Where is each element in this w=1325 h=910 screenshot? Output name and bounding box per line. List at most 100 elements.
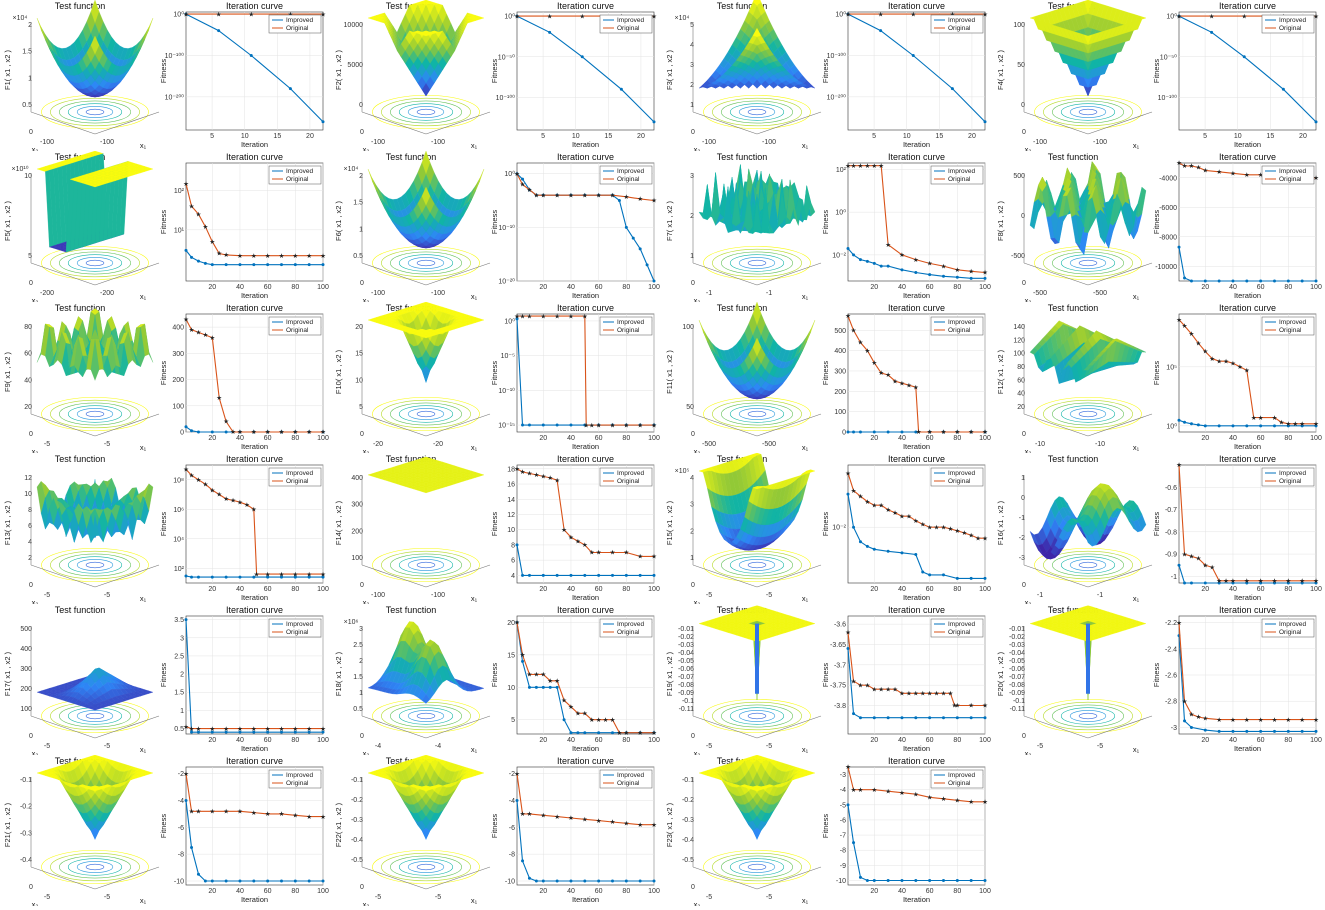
z-tick-label: 15 xyxy=(355,351,363,358)
data-point-improved xyxy=(617,199,621,203)
y-tick-label: 10⁰ xyxy=(504,317,515,325)
data-point-original: ★ xyxy=(1216,168,1222,176)
legend-label-improved: Improved xyxy=(948,168,975,175)
legend-label-improved: Improved xyxy=(948,17,975,24)
data-point-original: ★ xyxy=(1258,171,1264,179)
y-tick-label: -0.8 xyxy=(1165,529,1177,536)
base-contour xyxy=(85,561,105,569)
data-point-improved xyxy=(1286,581,1290,585)
data-point-original: ★ xyxy=(579,12,585,20)
data-point-original: ★ xyxy=(514,619,520,627)
data-point-improved xyxy=(203,261,207,265)
base-contour xyxy=(1034,397,1142,431)
data-point-original: ★ xyxy=(568,191,574,199)
data-point-original: ★ xyxy=(189,725,195,733)
data-point-original: ★ xyxy=(954,266,960,274)
data-point-original: ★ xyxy=(547,677,553,685)
data-point-improved xyxy=(1217,581,1221,585)
data-point-improved xyxy=(196,430,200,434)
data-point-improved xyxy=(224,575,228,579)
x2-tick-zero: 0 xyxy=(360,733,364,740)
y-axis-label: Fitness xyxy=(822,512,830,536)
surface-title: Test function xyxy=(1048,152,1099,162)
data-point-improved xyxy=(266,730,270,734)
base-contour xyxy=(712,550,802,580)
x1-axis xyxy=(1087,413,1153,437)
data-point-original: ★ xyxy=(292,725,298,733)
base-contour xyxy=(381,97,471,127)
data-point-improved xyxy=(321,730,325,734)
data-point-original: ★ xyxy=(845,312,851,320)
y-tick-label: 400 xyxy=(834,348,846,355)
z-tick-label: -0.02 xyxy=(678,634,694,641)
data-point-original: ★ xyxy=(892,509,898,517)
surface-mesh xyxy=(367,456,485,494)
data-point-original: ★ xyxy=(540,671,546,679)
y-axis-label: Fitness xyxy=(1153,210,1161,234)
surface-patch xyxy=(367,168,377,190)
data-point-improved xyxy=(210,730,214,734)
x1-tick-min: -100 xyxy=(431,139,445,146)
x-tick-label: 20 xyxy=(539,435,547,442)
z-tick-label: -0.07 xyxy=(678,674,694,681)
data-point-improved xyxy=(224,263,228,267)
x-tick-label: 5 xyxy=(541,133,545,140)
x2-tick-zero: 0 xyxy=(691,280,695,287)
data-point-original: ★ xyxy=(279,725,285,733)
x1-axis-label: x₁ xyxy=(802,594,809,603)
z-tick-label: 100 xyxy=(682,324,694,331)
base-contour xyxy=(372,95,480,129)
data-point-original: ★ xyxy=(982,428,988,436)
y-tick-label: 10⁻⁵⁰ xyxy=(1160,53,1177,61)
data-point-improved xyxy=(914,430,918,434)
base-contour xyxy=(747,410,767,418)
data-point-original: ★ xyxy=(554,677,560,685)
x1-tick-min: -5 xyxy=(766,592,772,599)
y-tick-label: 10⁻¹⁰ xyxy=(498,387,515,395)
data-point-original: ★ xyxy=(864,162,870,170)
y-axis-label: Fitness xyxy=(491,361,499,385)
y-tick-label: 10⁰ xyxy=(835,209,846,217)
legend-label-improved: Improved xyxy=(948,319,975,326)
x-axis-label: Iteration xyxy=(572,140,599,149)
base-contour xyxy=(59,402,131,426)
data-point-original: ★ xyxy=(265,252,271,260)
surface-title: Test function xyxy=(717,605,768,615)
z-axis-label: F7( x1 , x2 ) xyxy=(665,200,674,241)
surface-title: Test function xyxy=(55,605,106,615)
data-point-original: ★ xyxy=(533,191,539,199)
data-point-improved xyxy=(872,261,876,265)
x-tick-label: 15 xyxy=(935,133,943,140)
z-tick-label: 3 xyxy=(359,626,363,633)
base-contour xyxy=(372,548,480,582)
data-point-improved xyxy=(266,263,270,267)
legend-label-original: Original xyxy=(948,25,971,32)
z-tick-label: 100 xyxy=(20,706,32,713)
x-tick-label: 40 xyxy=(236,284,244,291)
z-tick-label: -0.05 xyxy=(678,658,694,665)
z-tick-label: 6 xyxy=(28,523,32,530)
data-point-original: ★ xyxy=(845,162,851,170)
x-tick-label: 20 xyxy=(1201,586,1209,593)
x1-tick-min: -1 xyxy=(1097,592,1103,599)
base-contour xyxy=(1060,556,1116,574)
z-tick-label: 10000 xyxy=(344,22,364,29)
x1-tick-min: -100 xyxy=(100,139,114,146)
surface-plot: Test functionF10( x1 , x2 )201510520-200… xyxy=(334,302,491,453)
x1-axis-label: x₁ xyxy=(1133,292,1140,301)
curve-title: Iteration curve xyxy=(1219,1,1276,11)
base-contour xyxy=(1052,402,1124,426)
y-tick-label: 0 xyxy=(180,430,184,437)
y-axis-label: Fitness xyxy=(160,361,168,385)
z-tick-label: 100 xyxy=(1013,351,1025,358)
data-point-original: ★ xyxy=(216,10,222,18)
data-point-original: ★ xyxy=(941,523,947,531)
x2-tick-zero: 0 xyxy=(691,582,695,589)
z-tick-label: 140 xyxy=(1013,324,1025,331)
y-tick-label: 10 xyxy=(507,685,515,692)
x2-tick-min: -5 xyxy=(44,592,50,599)
